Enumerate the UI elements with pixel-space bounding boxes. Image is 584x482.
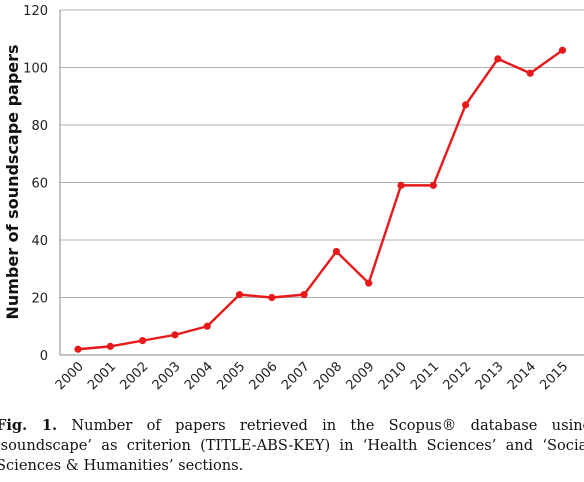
data-point: [106, 342, 114, 350]
figure-caption: Fig. 1. Number of papers retrieved in th…: [0, 416, 584, 476]
data-point: [365, 279, 373, 287]
x-tick-label: 2001: [85, 359, 119, 393]
x-tick-labels: 2000200120022003200420052006200720082009…: [53, 359, 572, 393]
x-tick-label: 2008: [311, 359, 345, 393]
x-tick-label: 2000: [53, 359, 87, 393]
x-tick-label: 2009: [344, 359, 378, 393]
x-tick-label: 2011: [408, 359, 442, 393]
y-tick-label: 100: [23, 62, 48, 77]
data-point: [494, 55, 502, 63]
data-point: [397, 181, 405, 189]
y-axis-label: Number of soundscape papers: [3, 44, 22, 319]
series-plot: [74, 46, 567, 353]
data-point: [558, 46, 567, 54]
x-tick-label: 2013: [473, 359, 507, 393]
caption-label: Fig. 1.: [0, 417, 58, 434]
data-point: [203, 322, 211, 330]
data-point: [300, 291, 308, 299]
y-tick-label: 80: [31, 119, 48, 134]
x-tick-label: 2010: [376, 359, 410, 393]
data-point: [332, 247, 340, 256]
data-point: [526, 69, 534, 77]
y-tick-label: 20: [31, 292, 48, 307]
data-point: [429, 181, 437, 189]
x-tick-label: 2014: [505, 359, 539, 393]
data-point: [74, 345, 82, 353]
x-tick-label: 2003: [150, 359, 184, 393]
x-tick-label: 2005: [214, 359, 248, 393]
y-tick-label: 0: [40, 349, 48, 364]
y-tick-labels: 0 20 40 60 80 100 120: [23, 4, 48, 364]
gridlines: [59, 9, 584, 356]
y-tick-label: 120: [23, 4, 48, 19]
data-point: [462, 101, 470, 109]
line-chart: 0 20 40 60 80 100 120 200020012002200320042005…: [3, 4, 584, 393]
y-tick-label: 60: [31, 177, 48, 192]
x-tick-label: 2015: [537, 359, 571, 393]
y-tick-label: 40: [31, 234, 48, 249]
caption-text: Number of papers retrieved in the Scopus…: [0, 417, 584, 474]
x-tick-label: 2002: [117, 359, 151, 393]
data-point: [268, 293, 276, 302]
x-tick-label: 2012: [440, 359, 474, 393]
x-tick-label: 2004: [182, 359, 216, 393]
data-point: [139, 337, 147, 345]
x-tick-label: 2006: [247, 359, 281, 393]
data-point: [171, 331, 179, 339]
x-tick-label: 2007: [279, 359, 313, 393]
data-point: [235, 291, 244, 299]
series-line: [77, 49, 564, 351]
